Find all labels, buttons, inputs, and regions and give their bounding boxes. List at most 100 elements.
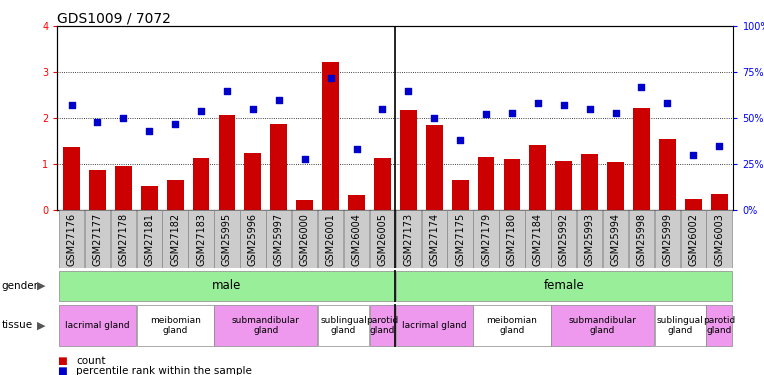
Point [713,143,725,149]
Point [325,75,337,81]
Text: GSM27182: GSM27182 [170,213,180,266]
Bar [396,271,732,301]
Text: GSM25994: GSM25994 [610,213,620,266]
Text: GSM25992: GSM25992 [558,213,568,266]
Bar [474,210,499,268]
Bar [219,116,235,210]
Bar [633,108,650,210]
Text: male: male [212,279,241,292]
Bar [137,304,214,346]
Bar [318,210,343,268]
Text: ▶: ▶ [37,320,45,330]
Bar [370,304,395,346]
Bar [59,271,395,301]
Text: lacrimal gland: lacrimal gland [402,321,467,330]
Bar [163,210,188,268]
Bar [707,304,732,346]
Text: ■: ■ [57,366,67,375]
Bar [474,304,551,346]
Text: female: female [543,279,584,292]
Text: sublingual
gland: sublingual gland [320,316,367,335]
Bar [322,62,339,210]
Text: GSM27184: GSM27184 [533,213,543,266]
Bar [629,210,654,268]
Bar [348,195,365,210]
Text: GSM27174: GSM27174 [429,213,439,266]
Point [377,106,389,112]
Bar [63,147,80,210]
Point [428,115,440,121]
Bar [137,210,162,268]
Bar [396,210,421,268]
Bar [426,125,442,210]
Point [273,97,285,103]
Point [506,110,518,116]
Text: sublingual
gland: sublingual gland [657,316,704,335]
Bar [85,210,110,268]
Bar [452,180,468,210]
Bar [296,200,313,210]
Bar [400,110,416,210]
Point [92,119,104,125]
Point [66,102,78,108]
Bar [607,162,624,210]
Bar [244,153,261,210]
Bar [189,210,214,268]
Point [687,152,699,158]
Text: tissue: tissue [2,320,33,330]
Bar [555,161,572,210]
Bar [266,210,292,268]
Bar [659,139,676,210]
Point [351,146,363,152]
Text: GDS1009 / 7072: GDS1009 / 7072 [57,11,171,25]
Bar [374,158,391,210]
Text: GSM27180: GSM27180 [507,213,517,266]
Bar [685,198,701,210]
Text: GSM27179: GSM27179 [481,213,491,266]
Bar [711,194,727,210]
Bar [681,210,706,268]
Bar [551,304,654,346]
Bar [115,166,131,210]
Point [636,84,648,90]
Text: meibomian
gland: meibomian gland [150,316,201,335]
Bar [525,210,551,268]
Text: GSM25993: GSM25993 [584,213,594,266]
Text: GSM27173: GSM27173 [403,213,413,266]
Text: ▶: ▶ [37,281,45,291]
Point [584,106,596,112]
Point [662,100,674,106]
Text: GSM25997: GSM25997 [274,213,283,266]
Text: GSM27177: GSM27177 [92,213,102,266]
Bar [344,210,369,268]
Text: GSM26005: GSM26005 [377,213,387,266]
Text: GSM27175: GSM27175 [455,213,465,266]
Point [558,102,570,108]
Bar [167,180,183,210]
Bar [577,210,602,268]
Text: parotid
gland: parotid gland [366,316,399,335]
Text: parotid
gland: parotid gland [703,316,735,335]
Text: GSM26001: GSM26001 [325,213,335,266]
Bar [503,159,520,210]
Text: meibomian
gland: meibomian gland [487,316,537,335]
Point [480,111,492,117]
Text: gender: gender [2,281,38,291]
Text: lacrimal gland: lacrimal gland [65,321,130,330]
Text: GSM26004: GSM26004 [351,213,361,266]
Bar [193,158,209,210]
Text: GSM27181: GSM27181 [144,213,154,266]
Bar [551,210,577,268]
Text: GSM25999: GSM25999 [662,213,672,266]
Bar [370,210,395,268]
Text: GSM27183: GSM27183 [196,213,206,266]
Point [402,88,414,94]
Bar [478,157,494,210]
Bar [59,304,136,346]
Point [454,137,466,143]
Bar [141,186,157,210]
Text: GSM25998: GSM25998 [636,213,646,266]
Bar [214,210,240,268]
Point [169,121,181,127]
Bar [655,304,706,346]
